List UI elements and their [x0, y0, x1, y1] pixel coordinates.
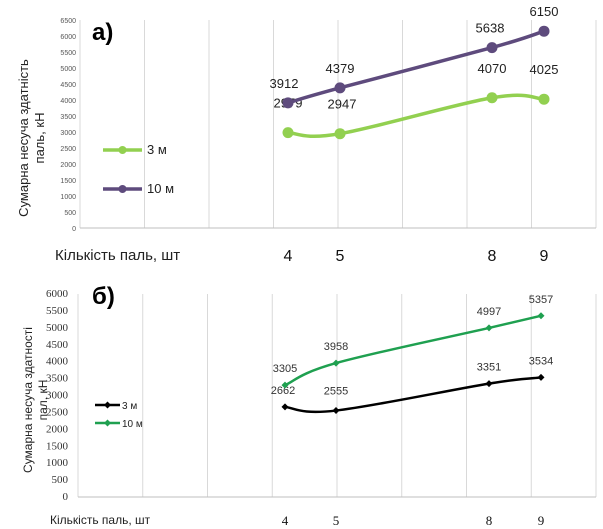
series-line: [287, 93, 545, 138]
y-tick-label: 2500: [46, 406, 69, 418]
data-label: 3958: [324, 341, 348, 353]
y-tick-label: 4500: [60, 82, 76, 89]
data-point: [332, 359, 340, 367]
data-point: [281, 381, 289, 389]
data-point: [537, 373, 545, 381]
y-axis-label-line: Сумарна несуча здатність: [16, 59, 31, 217]
y-tick-label: 6000: [60, 34, 76, 41]
data-point: [485, 324, 493, 332]
data-label: 6150: [530, 4, 559, 19]
data-label: 3912: [270, 76, 299, 91]
data-label: 5638: [476, 21, 505, 36]
y-tick-label: 1500: [60, 178, 76, 185]
data-point: [334, 128, 346, 140]
data-label: 4997: [477, 306, 501, 318]
y-axis-label: Сумарна несуча здатністьпаль, кН: [16, 59, 47, 217]
series-line: [287, 29, 545, 105]
y-tick-label: 5500: [60, 50, 76, 57]
y-axis-label-line: паль, кН: [32, 113, 47, 164]
x-tick-label: 8: [486, 513, 493, 528]
x-tick-label: 4: [284, 248, 293, 265]
y-tick-label: 2000: [60, 162, 76, 169]
data-point: [332, 407, 340, 415]
y-tick-label: 3500: [60, 114, 76, 121]
data-label: 5357: [529, 294, 553, 306]
data-label: 3351: [477, 362, 501, 374]
y-tick-label: 4000: [60, 98, 76, 105]
legend-marker: [118, 185, 127, 193]
x-axis-label: Кількість паль, шт: [55, 247, 180, 264]
data-label: 4379: [326, 61, 355, 76]
chart-1: 0 500 1000 1500 2000 2500 3000 3500 4000 4500 5000…: [16, 4, 597, 265]
y-tick-label: 5000: [46, 322, 69, 334]
y-axis-label-line: пал, кН: [36, 380, 50, 421]
y-tick-label: 1000: [46, 457, 69, 469]
x-axis-label: Кількість паль, шт: [50, 513, 151, 527]
y-tick-label: 4000: [46, 356, 69, 368]
x-tick-label: 9: [538, 513, 545, 528]
y-tick-label: 3500: [46, 373, 69, 385]
data-point: [538, 93, 550, 105]
legend-marker: [118, 146, 127, 154]
data-point: [334, 82, 346, 94]
legend-marker: [104, 419, 111, 427]
y-tick-label: 3000: [46, 390, 69, 402]
y-tick-label: 1500: [46, 440, 69, 452]
legend-marker: [104, 401, 111, 409]
data-label: 3305: [273, 363, 297, 375]
y-tick-label: 2000: [46, 423, 69, 435]
y-tick-label: 1000: [60, 194, 76, 201]
y-tick-label: 3000: [60, 130, 76, 137]
y-tick-label: 500: [52, 474, 69, 486]
y-axis-label: Сумарна несуча здатностіпал, кН: [21, 327, 50, 473]
y-tick-label: 4500: [46, 339, 69, 351]
x-tick-label: 5: [336, 248, 345, 265]
data-label: 2947: [328, 97, 357, 112]
data-label: 2662: [271, 385, 295, 397]
legend-label: 10 м: [122, 419, 143, 430]
data-point: [538, 25, 550, 37]
y-tick-label: 6500: [60, 18, 76, 25]
y-tick-label: 500: [64, 210, 76, 217]
legend-label: 3 м: [147, 142, 167, 157]
x-tick-label: 5: [333, 513, 340, 528]
chart-2: 0 500 1000 1500 2000 2500 3000 3500 4000 4500 5000…: [21, 283, 597, 528]
data-point: [537, 312, 545, 320]
y-tick-label: 5000: [60, 66, 76, 73]
series-line: [284, 376, 542, 414]
panel-label: б): [92, 283, 115, 310]
y-tick-label: 5500: [46, 305, 69, 317]
data-point: [485, 380, 493, 388]
data-point: [486, 92, 498, 104]
data-point: [281, 403, 289, 411]
data-label: 4070: [478, 61, 507, 76]
y-tick-label: 0: [63, 491, 69, 503]
legend-label: 3 м: [122, 401, 137, 412]
y-tick-label: 2500: [60, 146, 76, 153]
data-point: [282, 127, 294, 139]
data-point: [282, 97, 294, 109]
x-tick-label: 9: [540, 248, 549, 265]
data-label: 3534: [529, 355, 553, 367]
x-tick-label: 4: [282, 513, 289, 528]
panel-label: а): [92, 19, 113, 46]
y-axis-label-line: Сумарна несуча здатності: [21, 327, 35, 473]
data-label: 4025: [530, 62, 559, 77]
legend-label: 10 м: [147, 181, 174, 196]
y-tick-label: 0: [72, 226, 76, 233]
data-label: 2555: [324, 386, 348, 398]
data-point: [486, 42, 498, 54]
series-line: [284, 314, 542, 387]
x-tick-label: 8: [488, 248, 497, 265]
y-tick-label: 6000: [46, 288, 69, 300]
